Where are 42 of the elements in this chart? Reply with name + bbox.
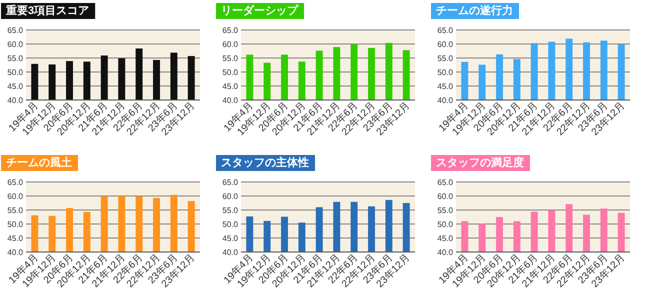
y-tick-label: 40.0 [437, 96, 454, 105]
y-tick-label: 45.0 [222, 82, 239, 91]
y-tick-label: 50.0 [7, 220, 24, 229]
chart-title: チームの風土 [6, 156, 72, 169]
y-tick-label: 60.0 [222, 192, 239, 201]
y-tick-label: 60.0 [437, 192, 454, 201]
y-tick-label: 45.0 [222, 234, 239, 243]
y-tick-label: 55.0 [222, 206, 239, 215]
chart-title: リーダーシップ [221, 4, 299, 17]
y-tick-label: 65.0 [437, 178, 454, 187]
y-tick-label: 50.0 [437, 68, 454, 77]
y-tick-label: 45.0 [437, 82, 454, 91]
y-tick-label: 50.0 [437, 220, 454, 229]
y-tick-label: 55.0 [222, 54, 239, 63]
y-tick-label: 40.0 [7, 96, 24, 105]
y-tick-label: 60.0 [222, 40, 239, 49]
y-tick-label: 60.0 [7, 40, 24, 49]
y-tick-label: 45.0 [437, 234, 454, 243]
chart-title: スタッフの主体性 [221, 156, 309, 169]
y-tick-label: 40.0 [222, 96, 239, 105]
y-tick-label: 50.0 [222, 68, 239, 77]
y-tick-label: 55.0 [437, 206, 454, 215]
y-tick-label: 45.0 [7, 234, 24, 243]
y-tick-label: 55.0 [7, 206, 24, 215]
y-tick-label: 60.0 [7, 192, 24, 201]
chart-title: チームの遂行力 [436, 4, 513, 17]
chart-title: スタッフの満足度 [436, 156, 524, 169]
y-tick-label: 65.0 [7, 26, 24, 35]
y-tick-label: 65.0 [437, 26, 454, 35]
y-tick-label: 65.0 [222, 178, 239, 187]
y-tick-label: 55.0 [437, 54, 454, 63]
y-tick-label: 40.0 [437, 248, 454, 257]
chart-title: 重要3項目スコア [5, 4, 90, 17]
y-tick-label: 40.0 [7, 248, 24, 257]
y-tick-label: 65.0 [7, 178, 24, 187]
y-tick-label: 60.0 [437, 40, 454, 49]
y-tick-label: 50.0 [7, 68, 24, 77]
y-tick-label: 55.0 [7, 54, 24, 63]
y-tick-label: 40.0 [222, 248, 239, 257]
y-tick-label: 50.0 [222, 220, 239, 229]
y-tick-label: 65.0 [222, 26, 239, 35]
y-tick-label: 45.0 [7, 82, 24, 91]
